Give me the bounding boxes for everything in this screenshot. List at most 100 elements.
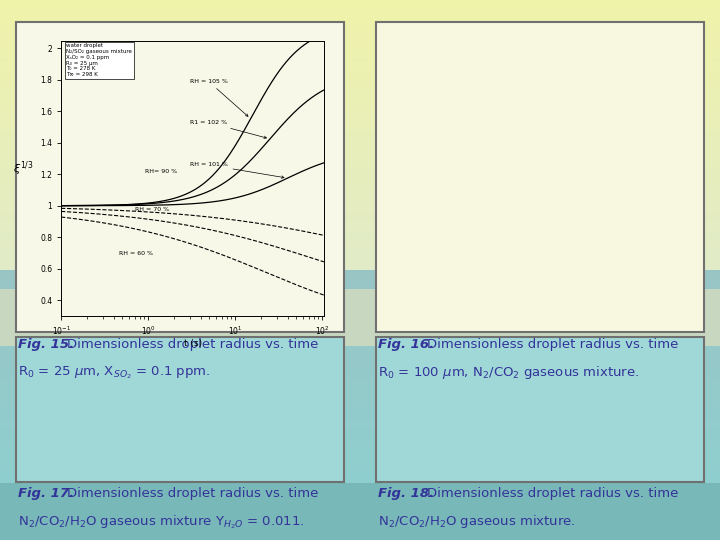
- Bar: [0, 286, 720, 289]
- Bar: [0, 68, 720, 70]
- Bar: [0, 54, 720, 57]
- Bar: [0, 111, 720, 113]
- Text: Fig. 15.: Fig. 15.: [18, 338, 74, 351]
- Text: Dimensionless droplet radius vs. time: Dimensionless droplet radius vs. time: [427, 338, 678, 351]
- Y-axis label: $\xi^{1/3}$: $\xi^{1/3}$: [13, 160, 34, 178]
- Bar: [0, 478, 720, 481]
- Bar: [0, 3, 720, 5]
- Bar: [0, 157, 720, 159]
- Bar: [0, 256, 720, 259]
- Bar: [0, 456, 720, 459]
- Bar: [0, 392, 720, 394]
- Bar: [0, 138, 720, 140]
- Bar: [0, 221, 720, 224]
- Bar: [0, 49, 720, 51]
- Bar: [0, 440, 720, 443]
- Text: R1 = 102 %: R1 = 102 %: [189, 120, 266, 139]
- Bar: [0, 57, 720, 59]
- Text: Fig. 16.: Fig. 16.: [378, 338, 434, 351]
- Bar: [0, 78, 720, 81]
- Bar: [0, 38, 720, 40]
- Bar: [0, 192, 720, 194]
- Bar: [0, 89, 720, 92]
- Bar: [16, 22, 344, 332]
- Bar: [0, 0, 720, 3]
- Bar: [0, 359, 720, 362]
- Text: water droplet
N₂/SO₂ gaseous mixture
XₛO₂ = 0.1 ppm
R₀ = 25 μm
T₀ = 278 K
T∞ = 2: water droplet N₂/SO₂ gaseous mixture XₛO…: [66, 43, 132, 77]
- Bar: [0, 40, 720, 43]
- Bar: [0, 513, 720, 516]
- Bar: [0, 432, 720, 435]
- Bar: [0, 100, 720, 103]
- Bar: [0, 232, 720, 235]
- Bar: [0, 227, 720, 229]
- Bar: [0, 424, 720, 427]
- Bar: [0, 526, 720, 529]
- Bar: [0, 356, 720, 359]
- Bar: [0, 224, 720, 227]
- Bar: [0, 373, 720, 375]
- Bar: [0, 148, 720, 151]
- Bar: [0, 11, 720, 14]
- Bar: [0, 389, 720, 392]
- Bar: [0, 240, 720, 243]
- Bar: [0, 113, 720, 116]
- Bar: [0, 421, 720, 424]
- Bar: [0, 378, 720, 381]
- Bar: [0, 219, 720, 221]
- Bar: [0, 248, 720, 251]
- Bar: [376, 22, 704, 332]
- Bar: [0, 262, 720, 265]
- Bar: [0, 105, 720, 108]
- Bar: [0, 30, 720, 32]
- Bar: [0, 205, 720, 208]
- Bar: [0, 162, 720, 165]
- Bar: [0, 122, 720, 124]
- Bar: [0, 267, 720, 270]
- Bar: [0, 8, 720, 11]
- Bar: [0, 510, 720, 513]
- Bar: [0, 140, 720, 143]
- Bar: [0, 497, 720, 500]
- Bar: [0, 284, 720, 286]
- Bar: [0, 16, 720, 19]
- Bar: [0, 381, 720, 383]
- Bar: [0, 97, 720, 100]
- Text: RH = 105 %: RH = 105 %: [189, 79, 248, 117]
- Bar: [0, 505, 720, 508]
- Text: RH= 90 %: RH= 90 %: [145, 168, 177, 174]
- Bar: [0, 213, 720, 216]
- Bar: [0, 84, 720, 86]
- Bar: [0, 351, 720, 354]
- Bar: [0, 59, 720, 62]
- Bar: [0, 235, 720, 238]
- Bar: [0, 14, 720, 16]
- Bar: [0, 143, 720, 146]
- Bar: [0, 524, 720, 526]
- Bar: [0, 327, 720, 329]
- Bar: [0, 297, 720, 300]
- Bar: [0, 459, 720, 462]
- Bar: [0, 470, 720, 472]
- Bar: [0, 51, 720, 54]
- Bar: [0, 394, 720, 397]
- Bar: [0, 416, 720, 418]
- Bar: [0, 340, 720, 343]
- Bar: [0, 400, 720, 402]
- Bar: [0, 483, 720, 540]
- Bar: [0, 116, 720, 119]
- Bar: [0, 481, 720, 483]
- Bar: [0, 173, 720, 176]
- Bar: [0, 486, 720, 489]
- Text: R$_0$ = 25 $\mu$m, X$_{SO_2}$ = 0.1 ppm.: R$_0$ = 25 $\mu$m, X$_{SO_2}$ = 0.1 ppm.: [18, 364, 210, 381]
- Bar: [0, 202, 720, 205]
- Text: Dimensionless droplet radius vs. time: Dimensionless droplet radius vs. time: [67, 487, 318, 500]
- Bar: [0, 119, 720, 122]
- Bar: [0, 135, 720, 138]
- Bar: [0, 154, 720, 157]
- Bar: [0, 194, 720, 197]
- Bar: [0, 332, 720, 335]
- Text: Fig. 18.: Fig. 18.: [378, 487, 434, 500]
- Bar: [0, 86, 720, 89]
- Bar: [0, 335, 720, 338]
